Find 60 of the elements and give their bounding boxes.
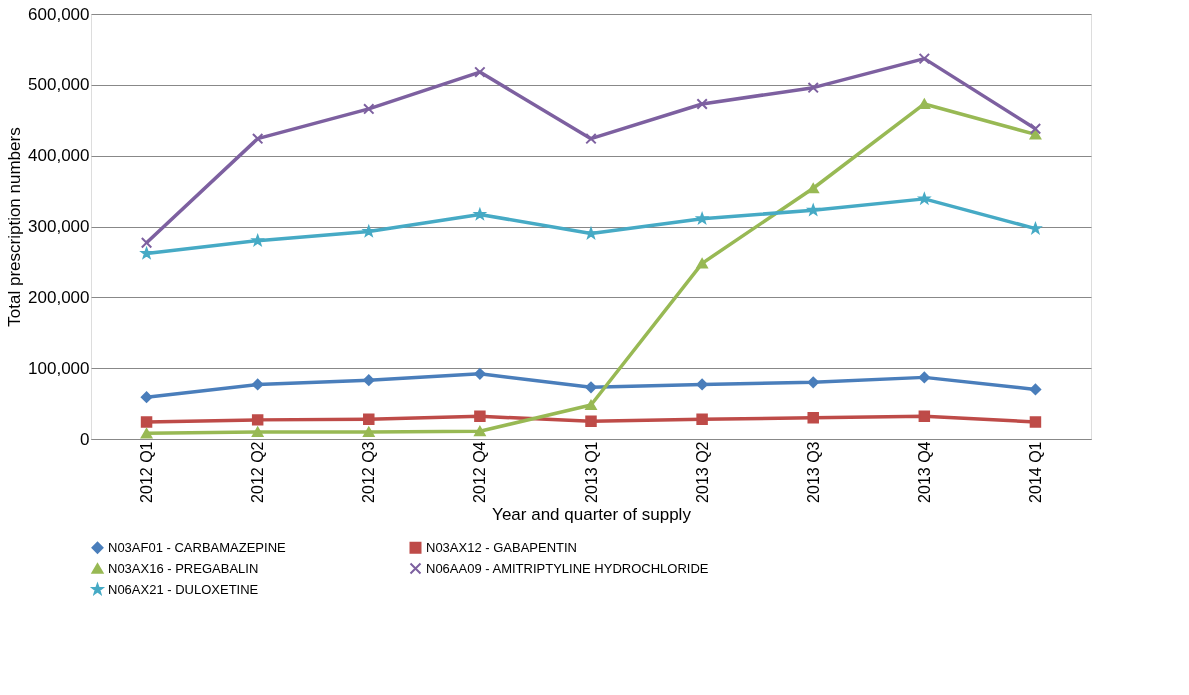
point [363,413,375,425]
point [474,66,486,78]
x-tick-label: 2012 Q2 [249,441,267,503]
legend-label: N03AX16 - PREGABALIN [108,560,259,576]
point [140,416,153,428]
x-tick-label: 2014 Q1 [1026,441,1044,503]
point [918,98,931,110]
point [251,426,264,438]
x-tick-label: 2012 Q3 [360,441,378,503]
point [251,378,264,391]
point [807,376,819,389]
x-tick-label: 2013 Q1 [582,441,600,503]
legend-label: N06AA09 - AMITRIPTYLINE HYDROCHLORIDE [426,560,709,576]
x-tick-label: 2013 Q4 [915,441,933,503]
point [140,428,153,439]
point [918,410,931,423]
point [1029,383,1042,396]
point [251,132,264,145]
y-tick-label: 300,000 [28,217,90,236]
point [363,426,375,438]
point [696,98,708,110]
point [363,103,375,115]
x-tick-label: 2012 Q4 [471,441,489,503]
point [140,391,153,403]
x-tick-label: 2013 Q2 [693,441,711,503]
point [807,81,819,94]
point [585,132,597,145]
x-axis-title: Year and quarter of supply [492,504,692,524]
point [918,371,931,384]
legend-label: N06AX21 - DULOXETINE [108,581,259,597]
x-tick-label: 2012 Q1 [138,441,156,503]
point [807,412,819,424]
point [1029,123,1042,135]
point [474,410,486,423]
point [696,258,708,269]
point [585,415,597,428]
point [807,183,819,194]
point [918,52,931,65]
point [140,237,153,249]
legend-label: N03AF01 - CARBAMAZEPINE [108,539,287,555]
point [363,374,375,386]
point [696,378,708,391]
point [585,381,597,394]
point [1029,416,1042,428]
y-tick-label: 500,000 [28,75,90,95]
x-tick-label: 2013 Q3 [804,441,822,503]
y-tick-label: 0 [80,429,90,449]
y-tick-label: 200,000 [28,287,90,307]
point [696,413,708,425]
point [474,426,486,437]
point [585,227,597,239]
point [474,368,486,380]
legend-label: N03AX12 - GABAPENTIN [426,539,577,555]
y-tick-label: 100,000 [28,358,90,378]
point [585,399,597,411]
point [1029,129,1042,140]
y-axis-title: Total prescription numbers [5,127,25,327]
y-tick-label: 600,000 [28,4,90,24]
point [251,414,264,426]
y-tick-label: 400,000 [28,146,90,166]
